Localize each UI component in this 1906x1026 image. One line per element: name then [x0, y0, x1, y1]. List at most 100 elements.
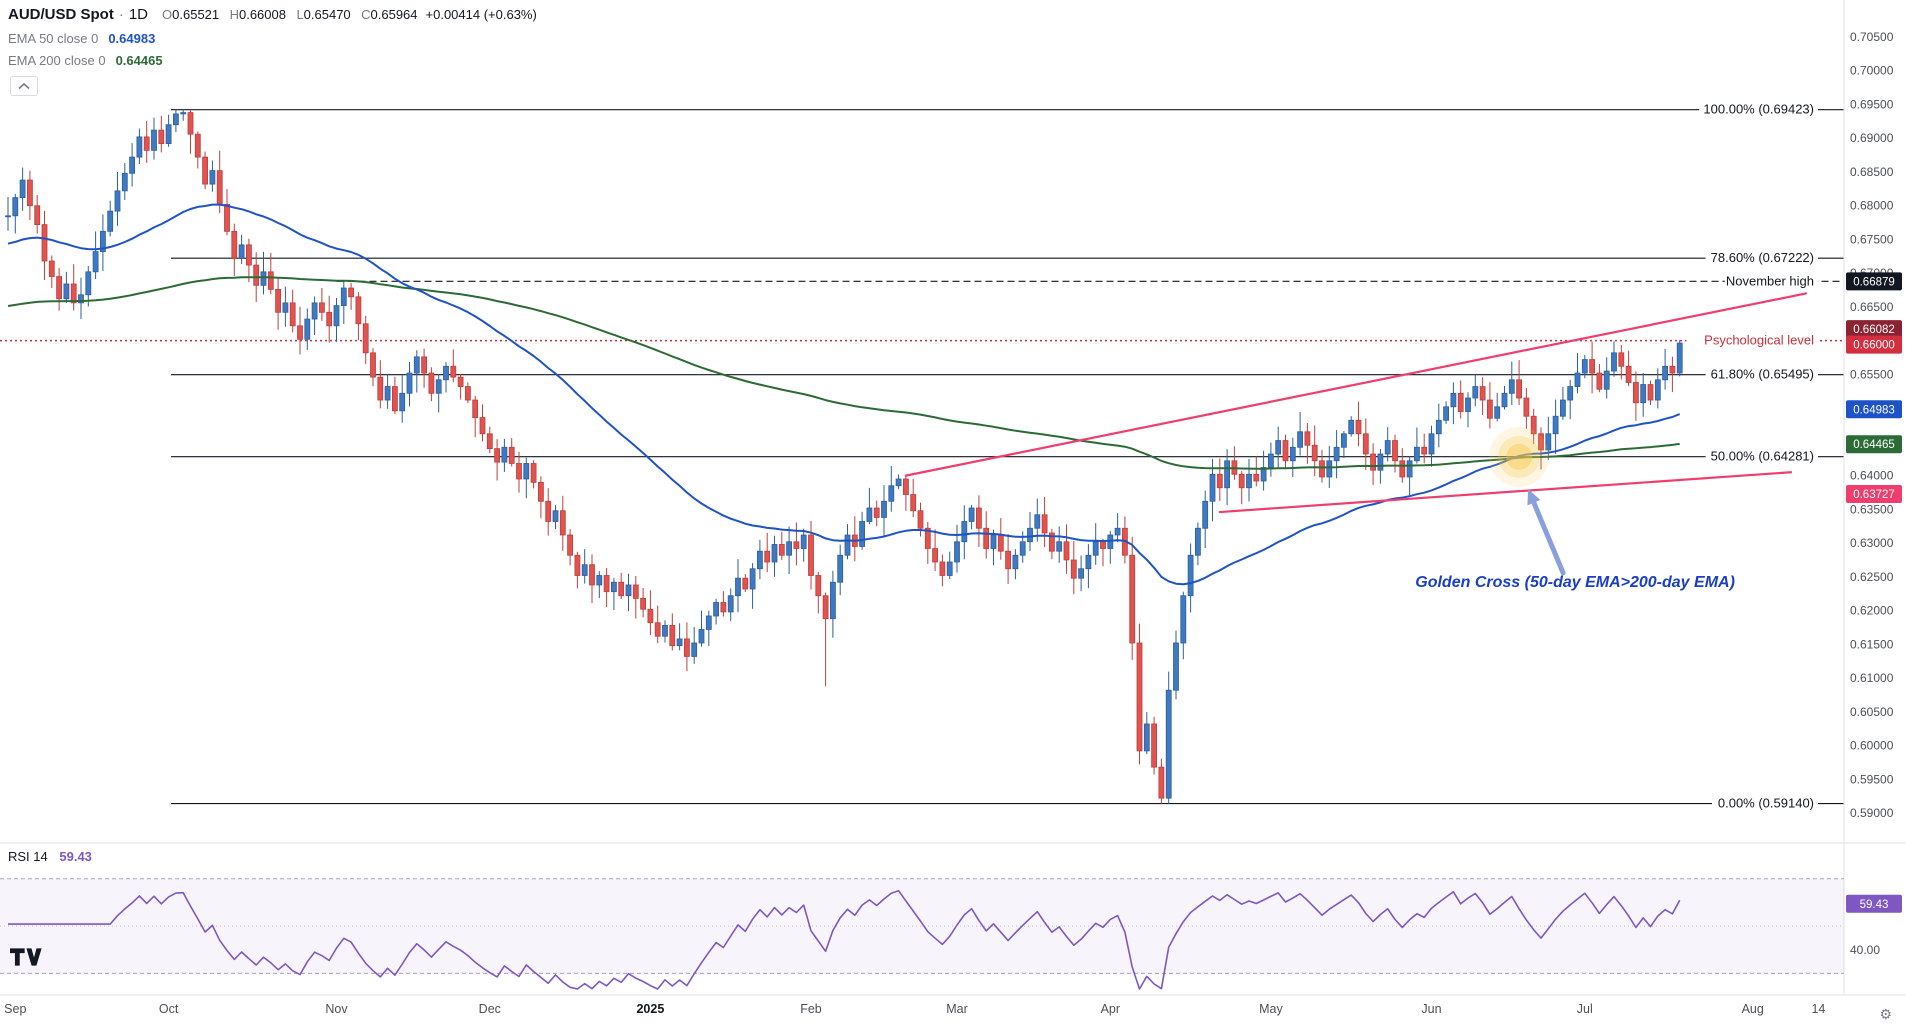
candle-body — [136, 136, 143, 158]
candle-body — [1319, 460, 1325, 478]
collapse-legend-button[interactable] — [10, 76, 38, 96]
price-tick: 0.63000 — [1850, 536, 1894, 550]
label-mask — [1712, 795, 1818, 812]
candle-body — [640, 598, 646, 610]
close-value: 0.65964 — [370, 7, 418, 22]
candle-body — [282, 302, 289, 313]
time-label: 14 — [1811, 1002, 1825, 1016]
price-badge[interactable] — [1846, 485, 1902, 504]
candle-body — [1443, 406, 1449, 421]
timeframe[interactable]: 1D — [128, 6, 149, 23]
candle-body — [1202, 500, 1209, 529]
price-badge[interactable] — [1846, 335, 1902, 354]
candle-body — [559, 510, 566, 536]
price-tick: 0.69000 — [1850, 131, 1894, 145]
price-badge[interactable] — [1846, 272, 1902, 291]
candle-body — [1392, 440, 1398, 462]
candle-body — [1450, 392, 1457, 408]
ema200-legend[interactable]: EMA 200 close 0 0.64465 — [8, 53, 163, 68]
candle-body — [70, 283, 77, 304]
trendline-rising-support[interactable] — [1218, 471, 1793, 514]
golden-cross-circle — [1506, 443, 1533, 470]
trendlines[interactable] — [904, 292, 1808, 514]
candle-body — [815, 575, 822, 597]
candle-body — [391, 386, 398, 412]
fib-retracement[interactable]: 100.00% (0.69423) 78.60% (0.67222) 61.80% … — [171, 101, 1844, 812]
candle-body — [297, 325, 303, 340]
price-axis[interactable]: 0.70500 0.70000 0.69500 0.69000 0.68500 0.680… — [1850, 30, 1894, 820]
price-badge[interactable] — [1846, 320, 1902, 339]
golden-cross-label[interactable]: Golden Cross (50-day EMA>200-day EMA) — [1415, 574, 1735, 591]
candle-body — [822, 595, 829, 620]
candle-body — [12, 197, 19, 217]
price-tick: 0.65500 — [1850, 367, 1894, 381]
candle-body — [574, 554, 581, 576]
candle-body — [289, 302, 296, 327]
rsi-legend[interactable]: RSI 14 59.43 — [8, 849, 92, 864]
candle-body — [1487, 399, 1493, 419]
candle-body — [698, 629, 705, 644]
candle-body — [669, 625, 676, 647]
price-tick: 0.69500 — [1850, 97, 1894, 111]
horizontal-lines[interactable]: November high Psychological level — [0, 273, 1844, 349]
candle-body — [705, 615, 712, 630]
line-label: 100.00% (0.69423) — [1703, 102, 1814, 117]
candle-body — [501, 446, 508, 463]
candle-body — [1508, 379, 1515, 394]
chart-legend: AUD/USD Spot · 1D O0.65521 H0.66008 L0.6… — [8, 6, 537, 24]
label-mask — [1705, 250, 1818, 267]
price-badge-value: 0.66879 — [1853, 276, 1895, 288]
candle-body — [348, 287, 355, 298]
tradingview-logo[interactable] — [10, 948, 42, 966]
candle-body — [245, 244, 252, 266]
candle-body — [209, 170, 216, 185]
rsi-badge[interactable] — [1846, 894, 1902, 913]
candle-body — [808, 534, 814, 576]
candle-body — [757, 550, 763, 570]
candle-body — [581, 564, 588, 576]
candle-body — [618, 581, 625, 597]
candle-body — [1435, 419, 1442, 435]
candle-body — [100, 230, 106, 252]
ema50-legend[interactable]: EMA 50 close 0 0.64983 — [8, 31, 155, 46]
candle-body — [1027, 527, 1033, 543]
price-badge[interactable] — [1846, 435, 1902, 454]
candle-body — [1019, 541, 1026, 556]
candle-body — [1384, 440, 1391, 455]
rsi-pane[interactable]: 40.00 59.43 — [0, 878, 1902, 990]
candle-body — [260, 271, 267, 286]
time-label: Dec — [479, 1002, 501, 1016]
candle-body — [625, 584, 632, 597]
symbol-title[interactable]: AUD/USD Spot — [8, 6, 114, 23]
time-label: Apr — [1101, 1002, 1120, 1016]
price-tick: 0.60000 — [1850, 739, 1894, 753]
candle-body — [1158, 766, 1165, 799]
trendline-channel-top[interactable] — [904, 292, 1808, 477]
candle-body — [231, 230, 238, 259]
candle-body — [976, 507, 982, 529]
candle-body — [800, 534, 807, 549]
gear-icon[interactable]: ⚙ — [1879, 1006, 1892, 1022]
time-axis[interactable]: Sep Oct Nov Dec 2025 Feb Mar Apr May Jun Jul Aug 14 — [4, 1002, 1825, 1016]
close-label: C — [361, 7, 371, 22]
price-badge[interactable] — [1846, 400, 1902, 419]
candle-body — [1092, 541, 1099, 556]
label-mask — [1724, 273, 1818, 290]
candle-body — [749, 568, 756, 590]
price-tick: 0.64000 — [1850, 469, 1894, 483]
candle-body — [1355, 419, 1362, 435]
golden-cross-annotation-group[interactable]: Golden Cross (50-day EMA>200-day EMA) — [1415, 426, 1735, 591]
candle-body — [1618, 352, 1625, 367]
candle-body — [1406, 460, 1413, 478]
label-mask — [1705, 448, 1818, 465]
candle-body — [304, 318, 311, 340]
candle-body — [720, 602, 727, 613]
candle-body — [881, 500, 887, 518]
candle-body — [1399, 460, 1406, 478]
rsi-badge-value: 59.43 — [1860, 899, 1889, 911]
line-label: 0.00% (0.59140) — [1718, 796, 1814, 811]
price-badges[interactable]: 0.66879 0.66082 0.66000 0.64983 0.64465 0.637… — [1846, 272, 1902, 504]
candle-body — [41, 224, 48, 262]
candle-body — [129, 156, 136, 174]
